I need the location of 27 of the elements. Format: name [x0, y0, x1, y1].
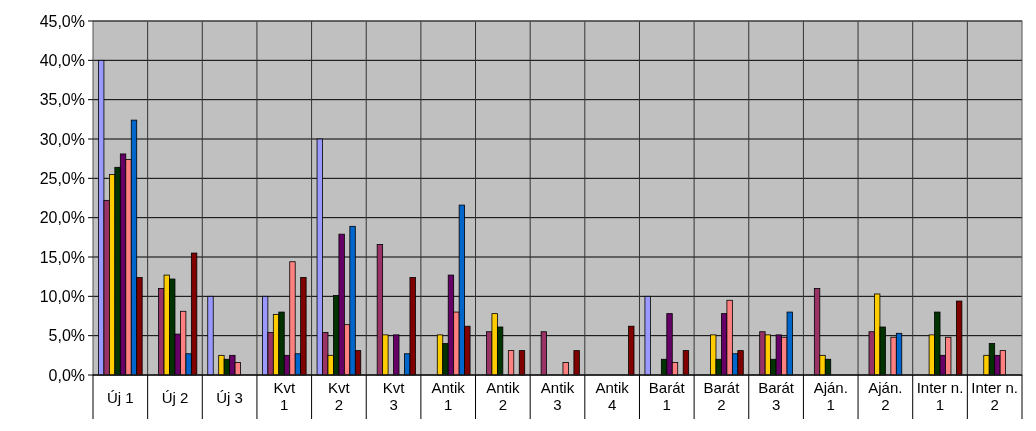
x-tick-label: Új 1: [106, 389, 134, 406]
y-tick-label: 20,0%: [39, 209, 85, 227]
x-tick-label: Antik 3: [540, 379, 575, 413]
x-tick-label: Antik 4: [595, 379, 630, 413]
y-tick-label: 35,0%: [39, 91, 85, 109]
x-tick-label: Aján. 1: [813, 379, 848, 413]
x-tick-label: Kvt 2: [328, 379, 351, 413]
y-tick-label: 5,0%: [48, 327, 85, 345]
x-tick-label: Inter n. 2: [971, 379, 1019, 413]
y-tick-label: 25,0%: [39, 169, 85, 187]
y-tick-label: 0,0%: [48, 366, 85, 384]
x-tick-label: Új 3: [216, 389, 243, 406]
x-tick-label: Kvt 3: [382, 379, 406, 413]
x-tick-label: Barát 1: [648, 379, 686, 413]
x-tick-label: Aján. 2: [868, 379, 903, 413]
x-tick-label: Inter n. 1: [916, 379, 964, 413]
y-tick-label: 15,0%: [39, 248, 85, 266]
y-tick-label: 40,0%: [39, 51, 85, 69]
y-tick-label: 30,0%: [39, 130, 85, 148]
x-tick-label: Antik 1: [431, 379, 466, 413]
x-tick-label: Barát 3: [758, 379, 795, 413]
x-tick-label: Új 2: [161, 389, 189, 406]
x-tick-label: Barát 2: [703, 379, 741, 413]
x-tick-label: Kvt 1: [273, 379, 296, 413]
x-tick-label: Antik 2: [486, 379, 521, 413]
y-tick-label: 45,0%: [39, 12, 85, 30]
y-tick-label: 10,0%: [39, 287, 85, 305]
